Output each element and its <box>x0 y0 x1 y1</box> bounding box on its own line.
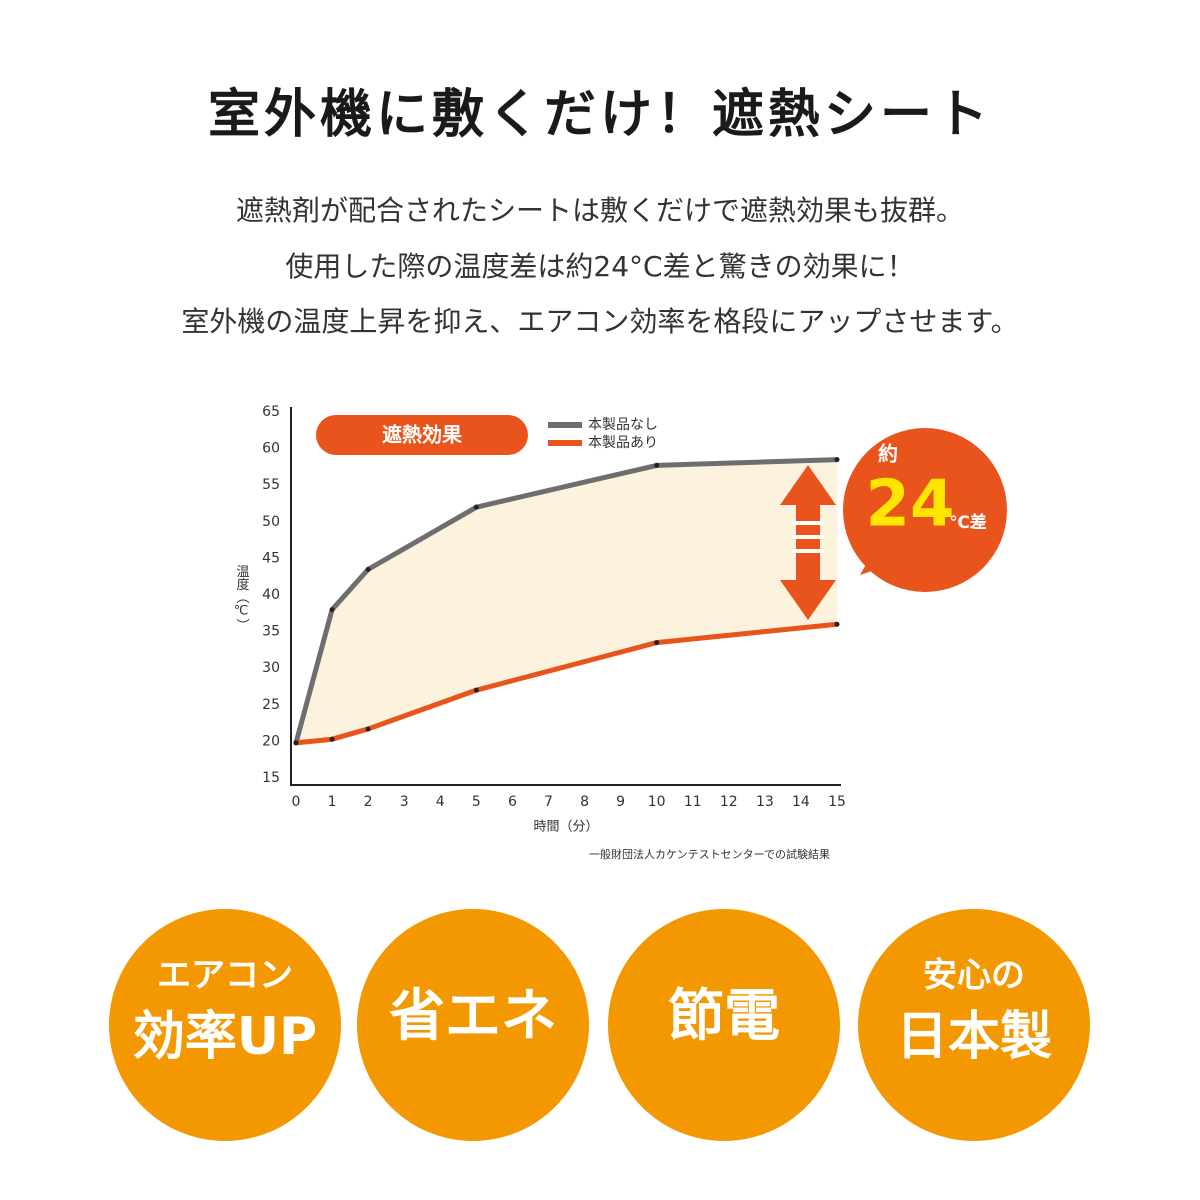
data-point <box>293 740 299 746</box>
badge-subtext: 安心の <box>923 956 1025 996</box>
gap-area <box>296 459 837 743</box>
y-tick-label: 55 <box>262 477 280 493</box>
x-tick-label: 2 <box>364 794 373 810</box>
description: 室外機の温度上昇を抑え、エアコン効率を格段にアップさせます。 <box>181 305 1018 338</box>
data-point <box>473 504 479 510</box>
data-point <box>329 736 335 742</box>
badge-text: 節電 <box>668 984 780 1049</box>
x-tick-label: 7 <box>544 794 553 810</box>
y-tick-label: 35 <box>262 624 280 640</box>
y-tick-label: 65 <box>262 404 280 420</box>
x-tick-label: 15 <box>828 794 846 810</box>
y-tick-label: 50 <box>262 514 280 530</box>
label-text: 遮熱効果 <box>382 423 462 447</box>
legend-label: 本製品なし <box>588 417 658 433</box>
x-tick-label: 0 <box>292 794 301 810</box>
x-tick-label: 5 <box>472 794 481 810</box>
x-tick-label: 13 <box>756 794 774 810</box>
title: 室外機に敷くだけ！遮熱シート <box>208 85 992 145</box>
badge <box>109 909 341 1141</box>
y-tick-label: 30 <box>262 660 280 676</box>
callout-prefix: 約 <box>878 442 898 466</box>
badge-text: 省エネ <box>389 984 557 1049</box>
x-tick-label: 8 <box>580 794 589 810</box>
description: 使用した際の温度差は約24°C差と驚きの効果に！ <box>285 250 914 283</box>
data-point <box>834 457 840 463</box>
data-point <box>834 621 840 627</box>
data-point <box>473 687 479 693</box>
description: 遮熱剤が配合されたシートは敷くだけで遮熱効果も抜群。 <box>236 194 964 227</box>
y-tick-label: 45 <box>262 550 280 566</box>
y-tick-label: 25 <box>262 697 280 713</box>
x-axis-label: 時間（分） <box>533 820 598 835</box>
x-tick-label: 10 <box>648 794 666 810</box>
data-point <box>365 726 371 732</box>
label-pill <box>316 415 528 455</box>
y-tick-label: 60 <box>262 441 280 457</box>
data-point <box>654 640 660 646</box>
y-tick-label: 20 <box>262 733 280 749</box>
badge-text: 日本製 <box>896 1007 1052 1067</box>
x-tick-label: 4 <box>436 794 445 810</box>
x-tick-label: 1 <box>328 794 337 810</box>
note: 一般財団法人カケンテストセンターでの試験結果 <box>589 847 830 861</box>
badge-text: 効率UP <box>133 1007 317 1067</box>
series-line <box>295 621 838 746</box>
data-point <box>654 462 660 468</box>
badge-subtext: エアコン <box>157 956 293 996</box>
data-point <box>365 566 371 572</box>
difference-arrow <box>780 465 836 620</box>
x-tick-label: 9 <box>616 794 625 810</box>
x-tick-label: 14 <box>792 794 810 810</box>
badge <box>357 909 589 1141</box>
x-tick-label: 11 <box>684 794 702 810</box>
y-axis-label: 温度（℃） <box>234 565 250 632</box>
badge <box>858 909 1090 1141</box>
callout-unit: ℃差 <box>949 512 987 533</box>
series-line <box>293 457 838 744</box>
x-tick-label: 3 <box>400 794 409 810</box>
data-point <box>329 607 335 613</box>
y-tick-label: 40 <box>262 587 280 603</box>
legend-label: 本製品あり <box>588 435 658 451</box>
badge <box>608 909 840 1141</box>
x-tick-label: 6 <box>508 794 517 810</box>
y-tick-label: 15 <box>262 770 280 786</box>
callout: 約 24 ℃差 <box>843 428 1007 592</box>
callout-value: 24 <box>865 468 954 542</box>
x-tick-label: 12 <box>720 794 738 810</box>
